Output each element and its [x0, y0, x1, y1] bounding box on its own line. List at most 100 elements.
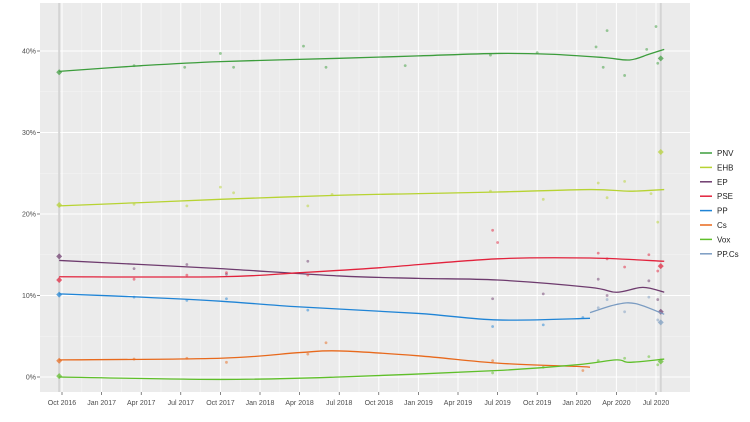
election-result-marker [657, 149, 664, 156]
poll-point [596, 181, 600, 185]
poll-point [623, 74, 627, 77]
poll-point [605, 298, 609, 301]
poll-point [489, 53, 492, 57]
poll-point [185, 263, 189, 266]
election-result-marker [657, 358, 664, 365]
y-tick-label: 20% [22, 212, 36, 219]
series-pse [56, 228, 665, 284]
poll-point [491, 228, 495, 232]
poll-point [647, 253, 651, 257]
poll-point [656, 318, 660, 322]
poll-point [403, 64, 407, 68]
poll-point [645, 47, 649, 51]
x-tick-label: Apr 2019 [444, 400, 473, 407]
poll-point [647, 355, 651, 359]
poll-point [647, 279, 651, 283]
election-result-marker [56, 202, 63, 209]
poll-point [656, 363, 660, 367]
poll-point [623, 180, 627, 183]
poll-point [306, 308, 310, 312]
y-tick-label: 10% [22, 293, 36, 300]
trend-line [59, 259, 665, 293]
poll-point [306, 352, 310, 356]
poll-point [491, 297, 495, 301]
election-result-marker [657, 55, 664, 62]
poll-point [656, 220, 660, 224]
poll-point [605, 196, 609, 200]
legend-label: EHB [717, 163, 733, 172]
poll-point [656, 298, 660, 301]
x-tick-label: Jul 2018 [326, 400, 353, 407]
poll-point [491, 371, 495, 375]
y-tick-label: 30% [22, 130, 36, 137]
poll-point [541, 292, 545, 296]
series-pp [56, 291, 591, 328]
x-tick-label: Jan 2020 [562, 400, 591, 407]
x-tick-label: Apr 2020 [602, 400, 631, 407]
poll-point [232, 65, 236, 69]
poll-point [596, 277, 600, 281]
poll-point [594, 45, 598, 49]
election-result-marker [56, 291, 63, 298]
series-vox [56, 355, 665, 381]
poll-point [324, 65, 328, 69]
legend-label: PP.Cs [717, 250, 739, 259]
poll-point [132, 277, 136, 281]
poll-point [302, 44, 305, 48]
election-result-marker [56, 373, 63, 380]
legend-label: Vox [717, 235, 730, 244]
poll-point [225, 271, 228, 275]
poll-point [306, 204, 310, 208]
legend-label: PSE [717, 192, 733, 201]
election-result-marker [56, 69, 63, 76]
poll-point [596, 359, 600, 363]
series-pp-cs [589, 295, 665, 326]
legend-label: PP [717, 207, 728, 216]
x-tick-label: Jan 2018 [246, 400, 275, 407]
legend-label: Cs [717, 221, 727, 230]
poll-point [647, 295, 651, 299]
plot-panel [40, 3, 690, 392]
x-tick-label: Oct 2017 [206, 400, 235, 407]
trend-line [589, 302, 665, 315]
trend-line [59, 257, 665, 278]
y-tick-label: 0% [26, 375, 36, 382]
poll-point [232, 191, 236, 195]
poll-point [491, 359, 495, 363]
poll-point [601, 65, 605, 69]
poll-point [324, 341, 328, 345]
poll-point [132, 267, 136, 271]
trend-line [59, 293, 591, 321]
poll-point [605, 29, 609, 33]
trend-line [59, 48, 665, 73]
poll-point [496, 241, 499, 244]
poll-point [491, 325, 495, 328]
poll-point [656, 269, 660, 273]
poll-point [623, 310, 627, 314]
poll-point [623, 265, 627, 269]
poll-point [605, 294, 609, 297]
poll-point [596, 306, 600, 310]
legend-label: PNV [717, 149, 734, 158]
trend-line [59, 188, 665, 207]
legend-label: EP [717, 178, 728, 187]
poll-point [654, 25, 658, 28]
poll-point [541, 197, 545, 201]
poll-point [306, 273, 310, 277]
x-tick-label: Jul 2017 [168, 400, 195, 407]
poll-point [581, 369, 585, 372]
poll-point [656, 61, 660, 65]
x-tick-label: Oct 2016 [48, 400, 77, 407]
election-result-marker [56, 277, 63, 284]
x-tick-label: Apr 2018 [285, 400, 314, 407]
poll-point [225, 297, 228, 301]
poll-point [185, 204, 189, 208]
poll-point [596, 251, 600, 255]
series-ehb [56, 149, 665, 224]
x-tick-label: Jan 2017 [87, 400, 116, 407]
x-tick-label: Apr 2017 [127, 400, 156, 407]
poll-point [219, 52, 222, 55]
trend-line [59, 358, 665, 381]
